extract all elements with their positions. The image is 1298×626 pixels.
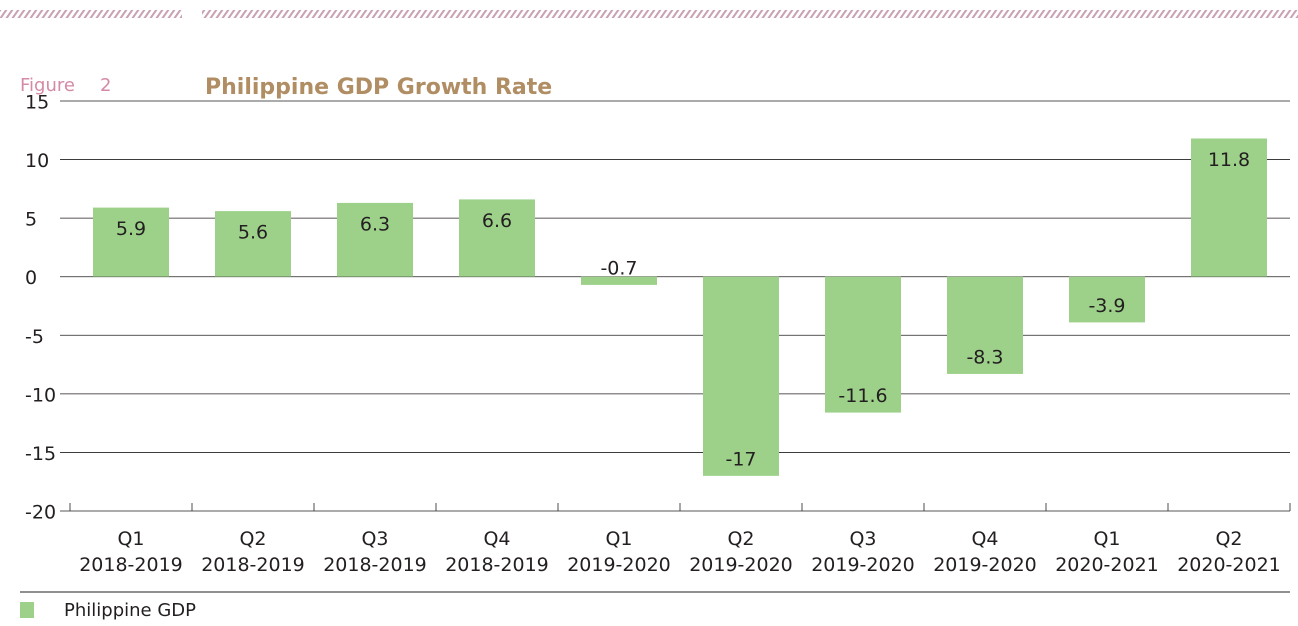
data-label: 6.3 (360, 213, 390, 235)
y-tick-label: 10 (25, 150, 49, 172)
data-label: -8.3 (966, 346, 1003, 368)
bar (1069, 276, 1145, 323)
data-label: 5.9 (116, 218, 146, 240)
figure-number: 2 (100, 75, 111, 96)
x-tick-label: Q1 2018-2019 (79, 528, 183, 576)
legend-swatch (20, 602, 34, 618)
bar (825, 276, 901, 413)
bar (1191, 138, 1267, 277)
x-tick-label: Q1 2020-2021 (1055, 528, 1159, 576)
bar (215, 211, 291, 277)
y-tick-label: 5 (25, 209, 37, 231)
data-label: -3.9 (1088, 295, 1125, 317)
decor-hatch (202, 10, 1298, 18)
y-tick-label: -10 (25, 384, 56, 406)
chart-title: Philippine GDP Growth Rate (205, 75, 552, 100)
bar (337, 202, 413, 277)
x-tick-label: Q4 2018-2019 (445, 528, 549, 576)
data-label: 6.6 (482, 210, 512, 232)
x-tick-label: Q3 2018-2019 (323, 528, 427, 576)
x-tick-label: Q2 2019-2020 (689, 528, 793, 576)
y-tick-label: 0 (25, 267, 37, 289)
bar (581, 276, 657, 285)
y-tick-label: -5 (25, 326, 44, 348)
bar (93, 207, 169, 277)
figure-label: Figure (20, 75, 75, 96)
y-tick-label: -20 (25, 502, 56, 524)
x-tick-label: Q2 2020-2021 (1177, 528, 1281, 576)
x-tick-label: Q3 2019-2020 (811, 528, 915, 576)
x-tick-label: Q1 2019-2020 (567, 528, 671, 576)
data-label: -11.6 (838, 385, 887, 407)
data-label: 11.8 (1208, 149, 1250, 171)
y-tick-label: -15 (25, 443, 56, 465)
x-tick-label: Q2 2018-2019 (201, 528, 305, 576)
decor-hatch (0, 10, 182, 18)
x-tick-label: Q4 2019-2020 (933, 528, 1037, 576)
data-label: 5.6 (238, 222, 268, 244)
bar (947, 276, 1023, 374)
bar (703, 276, 779, 476)
legend-label: Philippine GDP (64, 600, 196, 621)
data-label: -17 (725, 448, 756, 470)
bar (459, 199, 535, 277)
y-tick-label: 15 (25, 92, 49, 114)
data-label: -0.7 (600, 257, 637, 279)
